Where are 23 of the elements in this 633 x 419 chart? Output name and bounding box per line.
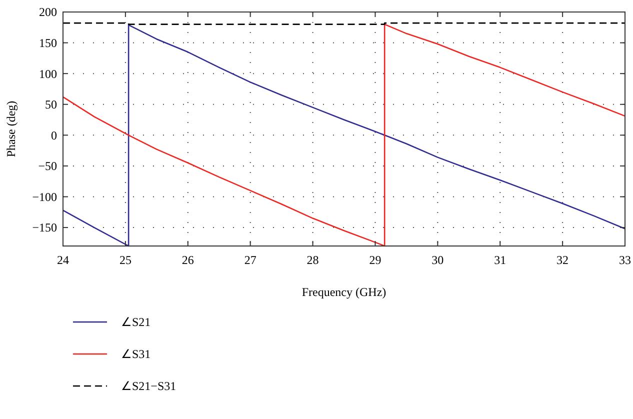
x-tick-label: 29 [369, 253, 382, 267]
y-tick-label: 100 [39, 66, 57, 81]
y-tick-label: 200 [39, 5, 57, 20]
x-tick-label: 31 [494, 253, 506, 267]
x-tick-label: 24 [57, 253, 69, 267]
x-tick-label: 28 [306, 253, 319, 267]
x-tick-label: 25 [119, 253, 132, 267]
legend-label: ∠S21−S31 [121, 379, 176, 394]
y-tick-label: −150 [32, 220, 57, 235]
y-tick-label: 150 [39, 36, 57, 50]
x-tick-label: 27 [244, 253, 256, 267]
x-axis-title: Frequency (GHz) [302, 285, 386, 299]
legend-label: ∠S21 [121, 315, 151, 330]
legend-label: ∠S31 [121, 347, 151, 362]
y-tick-label: 0 [51, 128, 57, 142]
y-tick-label: −100 [32, 190, 57, 204]
y-tick-label: 50 [45, 98, 57, 112]
y-tick-label: −50 [38, 159, 57, 174]
x-tick-label: 33 [619, 253, 631, 267]
x-tick-label: 32 [556, 253, 569, 267]
y-axis-title: Phase (deg) [4, 100, 18, 158]
x-tick-label: 30 [432, 253, 444, 267]
x-tick-label: 26 [182, 253, 194, 267]
